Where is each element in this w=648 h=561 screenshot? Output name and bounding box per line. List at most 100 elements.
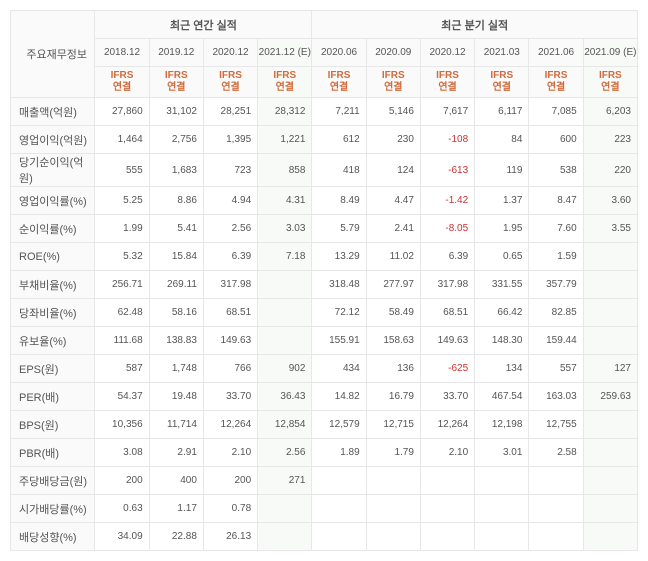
acct-std-header: IFRS연결: [312, 67, 366, 98]
value-cell: 357.79: [529, 271, 583, 299]
value-cell: 3.60: [583, 187, 637, 215]
value-cell: [312, 467, 366, 495]
value-cell: -613: [420, 154, 474, 187]
value-cell: 1.17: [149, 495, 203, 523]
value-cell: 148.30: [475, 327, 529, 355]
value-cell: 902: [258, 355, 312, 383]
value-cell: [258, 271, 312, 299]
value-cell: 418: [312, 154, 366, 187]
value-cell: [420, 467, 474, 495]
acct-std-header: IFRS연결: [149, 67, 203, 98]
value-cell: 28,251: [203, 98, 257, 126]
table-row: ROE(%)5.3215.846.397.1813.2911.026.390.6…: [11, 243, 638, 271]
row-label: 당좌비율(%): [11, 299, 95, 327]
table-row: EPS(원)5871,748766902434136-625134557127: [11, 355, 638, 383]
value-cell: 2.41: [366, 215, 420, 243]
row-label: BPS(원): [11, 411, 95, 439]
value-cell: 766: [203, 355, 257, 383]
value-cell: 2.58: [529, 439, 583, 467]
value-cell: 1.89: [312, 439, 366, 467]
value-cell: 58.16: [149, 299, 203, 327]
row-label: PBR(배): [11, 439, 95, 467]
value-cell: 149.63: [203, 327, 257, 355]
value-cell: [366, 495, 420, 523]
value-cell: 259.63: [583, 383, 637, 411]
value-cell: [583, 495, 637, 523]
table-row: 매출액(억원)27,86031,10228,25128,3127,2115,14…: [11, 98, 638, 126]
value-cell: 12,264: [420, 411, 474, 439]
acct-std-header: IFRS연결: [583, 67, 637, 98]
value-cell: 0.78: [203, 495, 257, 523]
value-cell: 33.70: [203, 383, 257, 411]
value-cell: 538: [529, 154, 583, 187]
value-cell: [475, 467, 529, 495]
value-cell: 277.97: [366, 271, 420, 299]
table-row: PBR(배)3.082.912.102.561.891.792.103.012.…: [11, 439, 638, 467]
value-cell: 16.79: [366, 383, 420, 411]
row-label: 순이익률(%): [11, 215, 95, 243]
value-cell: 557: [529, 355, 583, 383]
table-body: 매출액(억원)27,86031,10228,25128,3127,2115,14…: [11, 98, 638, 551]
row-label: PER(배): [11, 383, 95, 411]
value-cell: 15.84: [149, 243, 203, 271]
value-cell: 136: [366, 355, 420, 383]
value-cell: 12,854: [258, 411, 312, 439]
value-cell: [366, 467, 420, 495]
value-cell: 1,221: [258, 126, 312, 154]
value-cell: 2.10: [420, 439, 474, 467]
value-cell: 149.63: [420, 327, 474, 355]
value-cell: 8.49: [312, 187, 366, 215]
value-cell: 84: [475, 126, 529, 154]
table-row: 주당배당금(원)200400200271: [11, 467, 638, 495]
value-cell: 1,748: [149, 355, 203, 383]
corner-header: 주요재무정보: [11, 11, 95, 98]
table-row: 시가배당률(%)0.631.170.78: [11, 495, 638, 523]
value-cell: [529, 495, 583, 523]
value-cell: 111.68: [95, 327, 149, 355]
table-row: 당기순이익(억원)5551,683723858418124-6131195382…: [11, 154, 638, 187]
value-cell: 317.98: [203, 271, 257, 299]
value-cell: 82.85: [529, 299, 583, 327]
value-cell: 10,356: [95, 411, 149, 439]
acct-std-header: IFRS연결: [258, 67, 312, 98]
period-header: 2020.12: [420, 39, 474, 67]
value-cell: 7,211: [312, 98, 366, 126]
acct-std-header: IFRS연결: [366, 67, 420, 98]
row-label: 영업이익률(%): [11, 187, 95, 215]
acct-std-header: IFRS연결: [529, 67, 583, 98]
period-header: 2020.06: [312, 39, 366, 67]
value-cell: 858: [258, 154, 312, 187]
value-cell: -8.05: [420, 215, 474, 243]
value-cell: 2.91: [149, 439, 203, 467]
value-cell: 12,198: [475, 411, 529, 439]
value-cell: 36.43: [258, 383, 312, 411]
value-cell: 4.31: [258, 187, 312, 215]
value-cell: 723: [203, 154, 257, 187]
acct-std-header: IFRS연결: [420, 67, 474, 98]
table-row: 부채비율(%)256.71269.11317.98318.48277.97317…: [11, 271, 638, 299]
acct-std-header: IFRS연결: [475, 67, 529, 98]
value-cell: 318.48: [312, 271, 366, 299]
value-cell: 271: [258, 467, 312, 495]
value-cell: [583, 411, 637, 439]
value-cell: 8.47: [529, 187, 583, 215]
value-cell: 612: [312, 126, 366, 154]
value-cell: 66.42: [475, 299, 529, 327]
value-cell: 4.94: [203, 187, 257, 215]
value-cell: 7.60: [529, 215, 583, 243]
period-header: 2020.09: [366, 39, 420, 67]
acct-std-header: IFRS연결: [95, 67, 149, 98]
value-cell: 6.39: [203, 243, 257, 271]
value-cell: 12,579: [312, 411, 366, 439]
value-cell: 0.65: [475, 243, 529, 271]
value-cell: 2.56: [203, 215, 257, 243]
financials-table: 주요재무정보 최근 연간 실적 최근 분기 실적 2018.122019.122…: [10, 10, 638, 551]
value-cell: 6,203: [583, 98, 637, 126]
value-cell: [258, 299, 312, 327]
value-cell: 6.39: [420, 243, 474, 271]
row-label: 시가배당률(%): [11, 495, 95, 523]
value-cell: 134: [475, 355, 529, 383]
period-header: 2021.09 (E): [583, 39, 637, 67]
value-cell: [258, 327, 312, 355]
value-cell: 256.71: [95, 271, 149, 299]
